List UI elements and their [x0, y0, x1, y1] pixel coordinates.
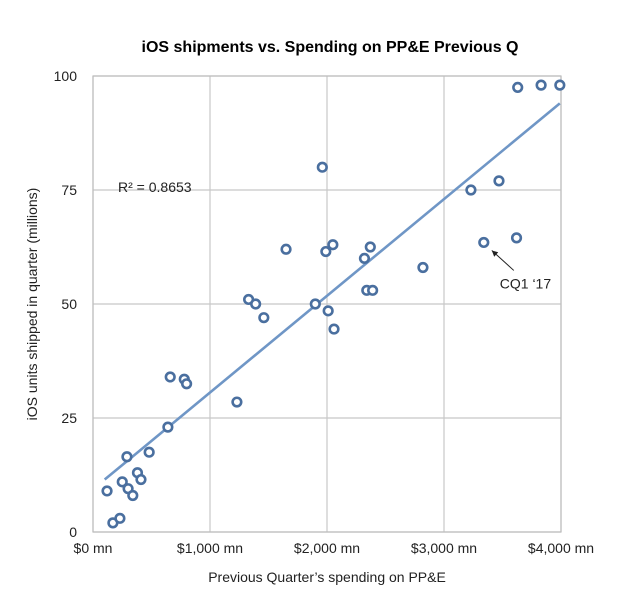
x-axis-ticks: $0 mn $1,000 mn $2,000 mn $3,000 mn $4,000 m…	[74, 540, 595, 556]
data-point	[367, 284, 379, 296]
grid	[92, 75, 562, 533]
data-point	[121, 451, 133, 463]
data-point	[417, 261, 429, 274]
data-point	[135, 473, 147, 486]
x-tick-label: $1,000 mn	[177, 540, 243, 556]
data-point	[181, 378, 193, 390]
annotation-arrowhead	[491, 250, 499, 257]
data-point	[493, 175, 505, 187]
data-point	[364, 241, 376, 253]
data-point	[322, 305, 334, 317]
x-tick-label: $2,000 mn	[294, 540, 360, 556]
annotation-label: CQ1 ‘17	[500, 275, 552, 291]
data-point	[320, 245, 332, 258]
data-point	[327, 239, 339, 251]
y-tick-label: 0	[69, 524, 77, 540]
data-point	[316, 161, 328, 173]
data-point	[162, 421, 174, 433]
data-point	[116, 476, 128, 488]
annotations: CQ1 ‘17	[491, 250, 552, 291]
r-squared-label: R² = 0.8653	[118, 179, 192, 195]
plot-frame	[92, 75, 562, 533]
data-point	[114, 512, 126, 524]
y-tick-label: 75	[61, 182, 77, 198]
data-point	[250, 298, 262, 310]
data-point	[309, 298, 321, 310]
data-point	[101, 485, 113, 497]
data-point	[127, 489, 139, 502]
y-tick-label: 25	[61, 410, 77, 426]
x-axis-label: Previous Quarter’s spending on PP&E	[208, 569, 446, 585]
data-point	[231, 396, 243, 408]
x-tick-label: $4,000 mn	[528, 540, 594, 556]
data-point	[358, 252, 371, 264]
data-point	[535, 79, 547, 91]
chart-title: iOS shipments vs. Spending on PP&E Previ…	[142, 39, 519, 56]
data-point	[512, 81, 524, 93]
data-point	[143, 446, 155, 458]
trendline	[103, 102, 561, 481]
data-point	[164, 371, 176, 383]
data-point	[554, 79, 566, 91]
y-tick-label: 50	[61, 296, 77, 312]
data-point	[510, 232, 523, 244]
data-point	[465, 184, 477, 196]
x-tick-label: $3,000 mn	[411, 540, 477, 556]
data-point	[478, 236, 490, 249]
x-tick-label: $0 mn	[74, 540, 113, 556]
y-axis-ticks: 0 25 50 75 100	[54, 68, 78, 540]
data-point	[280, 243, 292, 255]
data-point	[258, 312, 270, 324]
data-point	[328, 323, 340, 335]
y-axis-label: iOS units shipped in quarter (millions)	[24, 188, 40, 421]
y-tick-label: 100	[54, 68, 78, 84]
data-points	[101, 79, 566, 529]
